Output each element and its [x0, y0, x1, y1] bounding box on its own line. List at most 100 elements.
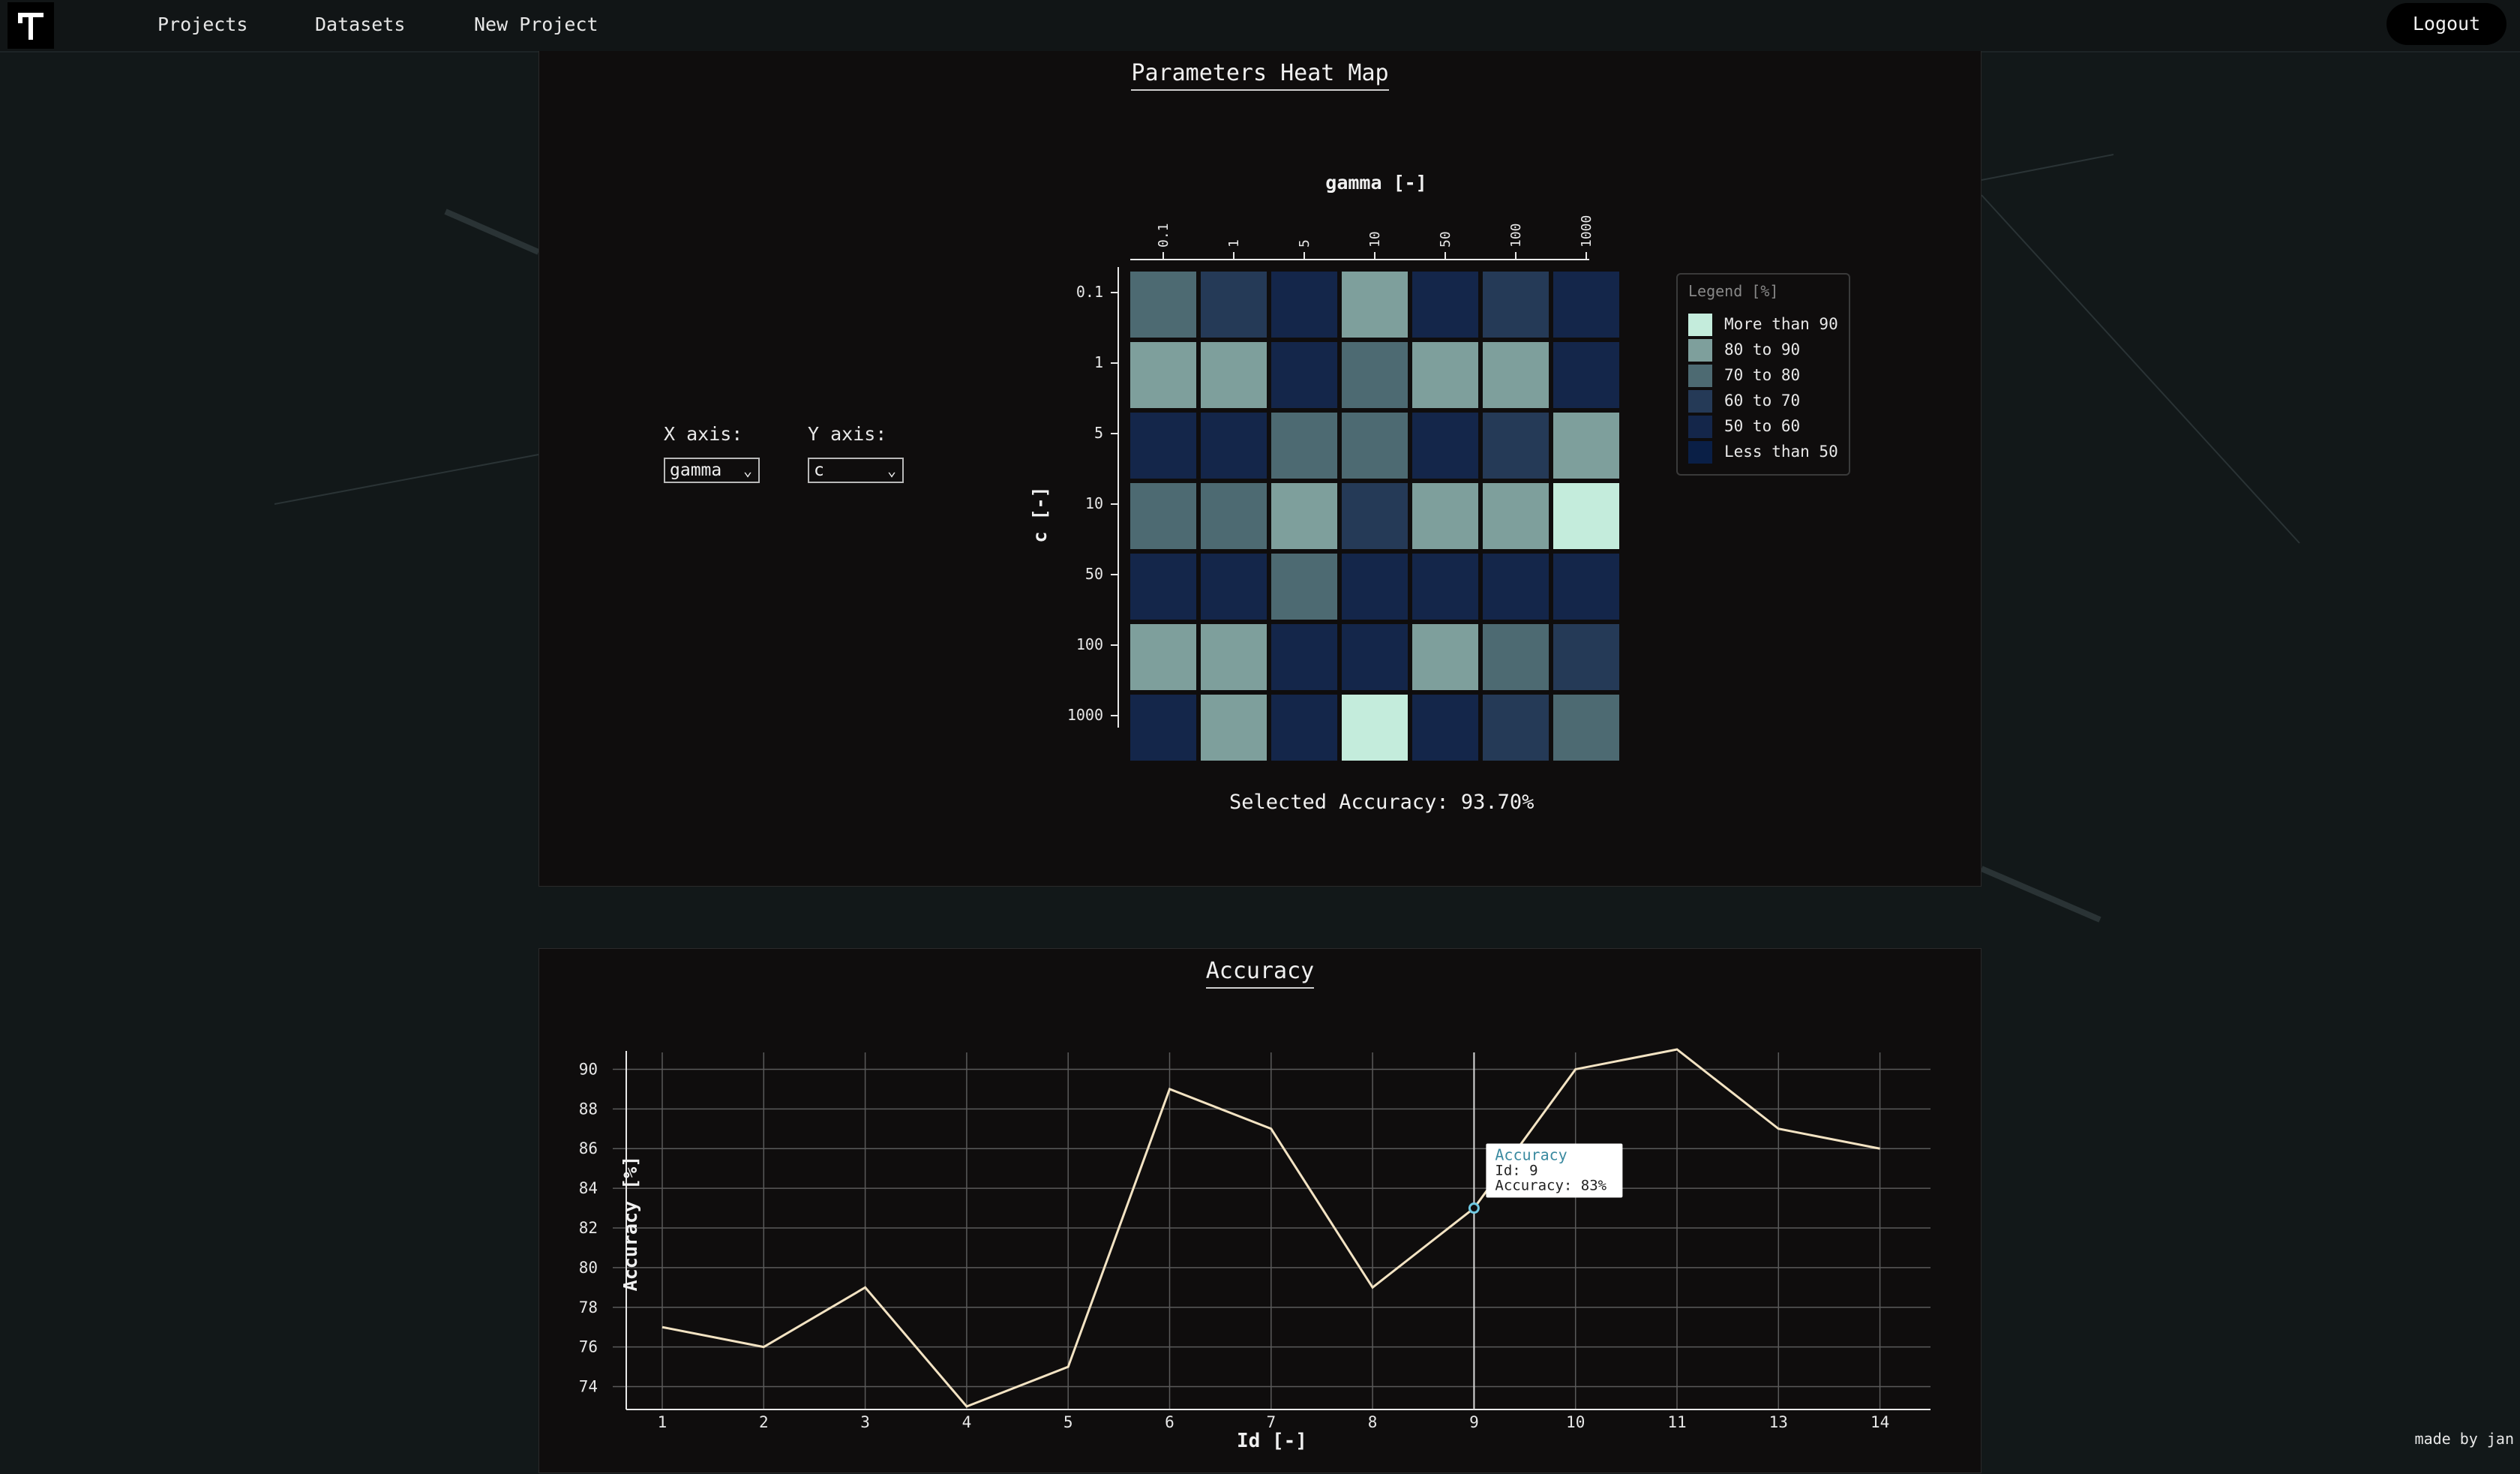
heatmap-cell[interactable] [1483, 483, 1549, 549]
legend-title: Legend [%] [1688, 282, 1779, 300]
heatmap-cell[interactable] [1483, 695, 1549, 761]
legend-label: 50 to 60 [1724, 417, 1801, 435]
x-tick-label: 7 [1266, 1413, 1276, 1431]
heatmap-cell[interactable] [1130, 695, 1196, 761]
heatmap-cell[interactable] [1130, 483, 1196, 549]
legend-swatch [1688, 314, 1712, 336]
heatmap-cell[interactable] [1201, 554, 1267, 620]
heatmap-cell[interactable] [1412, 342, 1478, 408]
made-by-footer: made by jan [2414, 1430, 2514, 1448]
accuracy-panel-title: Accuracy [539, 958, 1981, 989]
accuracy-series-line [662, 1048, 1880, 1408]
x-axis-select-value: gamma [670, 461, 722, 480]
heatmap-cell[interactable] [1412, 413, 1478, 479]
heatmap-cell[interactable] [1342, 342, 1408, 408]
heatmap-cell[interactable] [1130, 624, 1196, 690]
heatmap-x-tick-label: 50 [1438, 231, 1454, 248]
heatmap-chart: gamma [-] c [-] 0.1 1 5 10 50 100 10000.115105… [1029, 172, 1619, 761]
x-tick-label: 3 [860, 1413, 870, 1431]
heatmap-cell[interactable] [1201, 483, 1267, 549]
y-tick-label: 86 [579, 1139, 598, 1157]
heatmap-cell[interactable] [1483, 554, 1549, 620]
logout-button[interactable]: Logout [2386, 3, 2506, 45]
top-navbar: Projects Datasets New Project Logout [0, 0, 2520, 53]
y-tick-label: 82 [579, 1219, 598, 1237]
selected-accuracy-text: Selected Accuracy: 93.70% [1229, 791, 1534, 814]
heatmap-cell[interactable] [1412, 624, 1478, 690]
nav-datasets[interactable]: Datasets [315, 14, 406, 35]
heatmap-y-tick-label: 100 [1076, 635, 1103, 653]
chevron-down-icon: ⌄ [886, 461, 896, 479]
y-axis-select-label: Y axis: [808, 423, 887, 445]
heatmap-cell[interactable] [1130, 342, 1196, 408]
tooltip-id: Id: 9 [1495, 1163, 1538, 1179]
x-tick-label: 11 [1667, 1413, 1686, 1431]
heatmap-cell[interactable] [1201, 272, 1267, 338]
heatmap-cell[interactable] [1412, 483, 1478, 549]
heatmap-cell[interactable] [1483, 413, 1549, 479]
heatmap-cell[interactable] [1271, 483, 1337, 549]
x-tick-label: 9 [1469, 1413, 1479, 1431]
x-axis-select[interactable]: gamma ⌄ [664, 458, 760, 483]
heatmap-cell[interactable] [1342, 272, 1408, 338]
heatmap-cell[interactable] [1271, 695, 1337, 761]
tooltip-series: Accuracy [1495, 1146, 1567, 1164]
accuracy-panel: Accuracy 74 76 78 80 82 84 86 88 90 1 2 3 4 5 6 7 8 9 10 11… [538, 948, 1982, 1473]
y-tick-label: 90 [579, 1060, 598, 1078]
heatmap-cell[interactable] [1130, 413, 1196, 479]
legend-label: Less than 50 [1724, 443, 1838, 461]
heatmap-panel-title: Parameters Heat Map [539, 60, 1981, 91]
heatmap-cell[interactable] [1412, 554, 1478, 620]
heatmap-cell[interactable] [1271, 272, 1337, 338]
heatmap-cell[interactable] [1553, 413, 1619, 479]
heatmap-cell[interactable] [1201, 624, 1267, 690]
heatmap-cell[interactable] [1553, 483, 1619, 549]
heatmap-cell[interactable] [1201, 695, 1267, 761]
heatmap-cell[interactable] [1342, 413, 1408, 479]
highlighted-data-point[interactable] [1468, 1202, 1480, 1214]
heatmap-cell[interactable] [1271, 624, 1337, 690]
heatmap-y-tick-label: 5 [1094, 424, 1103, 442]
heatmap-cell[interactable] [1412, 695, 1478, 761]
heatmap-cell[interactable] [1553, 554, 1619, 620]
heatmap-cell[interactable] [1483, 624, 1549, 690]
heatmap-cell[interactable] [1271, 554, 1337, 620]
app-logo[interactable] [8, 2, 54, 49]
legend-swatch [1688, 390, 1712, 413]
y-tick-label: 78 [579, 1298, 598, 1316]
heatmap-cell[interactable] [1342, 554, 1408, 620]
heatmap-cell[interactable] [1553, 624, 1619, 690]
line-chart-series [662, 1048, 1880, 1409]
nav-new-project[interactable]: New Project [474, 14, 598, 35]
heatmap-cell[interactable] [1483, 342, 1549, 408]
line-chart-y-axis-title: Accuracy [%] [620, 1156, 641, 1292]
heatmap-cell[interactable] [1412, 272, 1478, 338]
x-tick-label: 10 [1566, 1413, 1585, 1431]
chart-tooltip: Accuracy Id: 9 Accuracy: 83% [1486, 1143, 1623, 1198]
x-axis-select-label: X axis: [664, 423, 743, 445]
heatmap-cell[interactable] [1553, 342, 1619, 408]
y-axis-select[interactable]: c ⌄ [808, 458, 904, 483]
heatmap-y-tick-label: 0.1 [1076, 283, 1103, 301]
tooltip-value: Accuracy: 83% [1495, 1178, 1606, 1194]
heatmap-cell[interactable] [1130, 272, 1196, 338]
heatmap-cell[interactable] [1271, 413, 1337, 479]
heatmap-cell[interactable] [1342, 695, 1408, 761]
heatmap-cell[interactable] [1271, 342, 1337, 408]
heatmap-cell[interactable] [1342, 624, 1408, 690]
tooltip-box [1486, 1143, 1623, 1198]
heatmap-cell[interactable] [1553, 695, 1619, 761]
heatmap-cell[interactable] [1201, 413, 1267, 479]
nav-projects[interactable]: Projects [158, 14, 248, 35]
heatmap-cell[interactable] [1130, 554, 1196, 620]
heatmap-cell[interactable] [1483, 272, 1549, 338]
heatmap-cell[interactable] [1342, 483, 1408, 549]
heatmap-axes: 0.1 1 5 10 50 100 1000 0.1 1 5 10 50 100 1000 [1067, 215, 1594, 728]
heatmap-cell[interactable] [1553, 272, 1619, 338]
heatmap-cell[interactable] [1201, 342, 1267, 408]
heatmap-x-tick-label: 10 [1367, 231, 1383, 248]
heatmap-y-tick-label: 10 [1085, 494, 1103, 512]
heatmap-panel: Parameters Heat Map X axis: Y axis: gamm… [538, 51, 1982, 887]
heatmap-y-tick-label: 1000 [1067, 706, 1103, 724]
